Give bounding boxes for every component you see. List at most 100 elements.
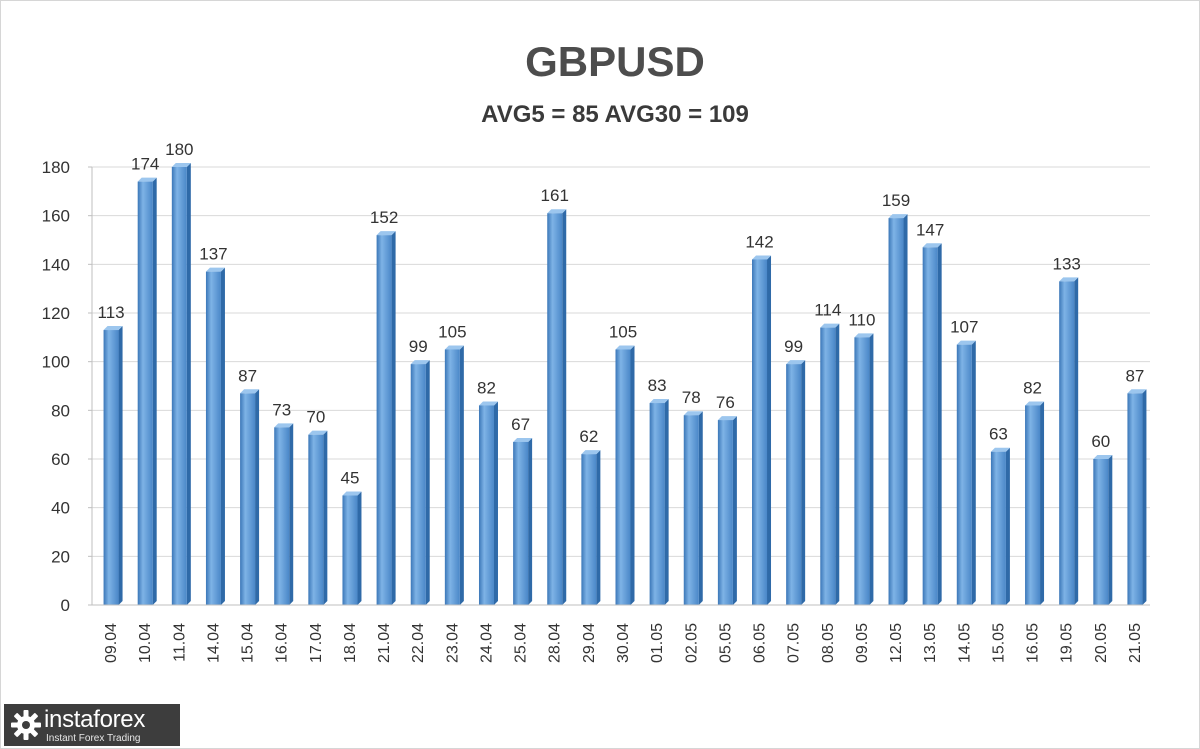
bar-side — [425, 360, 430, 605]
data-label: 159 — [882, 191, 910, 210]
y-tick-label: 80 — [51, 401, 70, 420]
bar-top — [990, 447, 1010, 452]
bar-side — [152, 177, 157, 605]
data-label: 133 — [1052, 254, 1080, 273]
x-axis: 09.04 10.04 11.04 14.04 15.04 16.04 17.04 18.04… — [92, 604, 1150, 663]
data-label: 99 — [409, 337, 428, 356]
bar — [820, 327, 836, 605]
data-label: 63 — [989, 425, 1008, 444]
data-label: 45 — [341, 469, 360, 488]
bar — [649, 403, 665, 605]
x-tick-label: 17.04 — [308, 623, 325, 663]
bar-top — [786, 360, 806, 365]
bar-side — [971, 340, 976, 605]
bar — [137, 181, 153, 605]
x-tick-label: 14.04 — [205, 623, 222, 663]
bar — [103, 330, 119, 605]
bar-side — [459, 345, 464, 605]
bar-side — [937, 243, 942, 606]
y-tick-label: 20 — [51, 547, 70, 566]
bar-side — [1142, 389, 1147, 605]
data-label: 70 — [306, 408, 325, 427]
bar-top — [444, 345, 464, 350]
bar-side — [1108, 455, 1113, 605]
bar — [513, 441, 529, 605]
chart-title: GBPUSD — [525, 38, 705, 85]
x-tick-label: 11.04 — [171, 623, 188, 662]
x-tick-label: 08.05 — [820, 623, 837, 663]
bar — [410, 364, 426, 605]
bar — [922, 247, 938, 606]
bar-top — [752, 255, 772, 260]
x-tick-label: 16.05 — [1025, 623, 1042, 663]
bar-top — [171, 163, 191, 167]
bars — [103, 163, 1147, 606]
data-label: 142 — [745, 232, 773, 251]
bar-top — [342, 491, 362, 496]
data-label: 62 — [579, 427, 598, 446]
bar-top — [240, 389, 260, 394]
x-tick-label: 18.04 — [342, 623, 359, 663]
data-label: 113 — [98, 303, 125, 322]
bar — [478, 405, 494, 605]
data-labels: 113 174 180 137 87 73 70 45 152 99 105 82 67 161 62 105… — [98, 140, 1145, 488]
bar-side — [1040, 401, 1045, 605]
x-tick-label: 10.04 — [137, 623, 154, 663]
y-tick-label: 60 — [51, 450, 70, 469]
data-label: 87 — [238, 366, 257, 385]
bar-top — [615, 345, 635, 350]
bar — [171, 167, 187, 605]
chart-subtitle: AVG5 = 85 AVG30 = 109 — [481, 101, 749, 128]
x-tick-label: 13.05 — [922, 623, 939, 663]
x-tick-label: 06.05 — [752, 623, 769, 663]
x-tick-label: 16.04 — [274, 623, 291, 663]
bar-top — [1127, 389, 1147, 394]
brand-tagline: Instant Forex Trading — [46, 733, 141, 744]
data-label: 87 — [1125, 366, 1144, 385]
bar-side — [869, 333, 874, 605]
y-tick-label: 0 — [61, 596, 70, 615]
data-label: 82 — [477, 378, 496, 397]
bar-side — [596, 450, 601, 605]
bar — [308, 434, 324, 605]
y-tick-label: 160 — [42, 207, 70, 226]
data-label: 107 — [950, 318, 978, 337]
x-tick-label: 14.05 — [956, 623, 973, 663]
data-label: 137 — [199, 245, 227, 264]
data-label: 67 — [511, 415, 530, 434]
x-tick-label: 24.04 — [478, 623, 495, 663]
bar-chart: 0 20 40 60 80 100 120 140 160 180 113 174 180 137 87 7… — [42, 140, 1150, 663]
bar-top — [1093, 455, 1113, 459]
data-label: 114 — [814, 301, 841, 320]
bar — [1093, 459, 1109, 605]
bar — [444, 349, 460, 605]
data-label: 76 — [716, 393, 735, 412]
bar-top — [308, 430, 328, 435]
y-axis: 0 20 40 60 80 100 120 140 160 180 — [42, 158, 93, 615]
bar-side — [664, 399, 669, 605]
bar-side — [220, 267, 225, 605]
bar — [240, 393, 256, 605]
bar-top — [103, 326, 123, 331]
bar-side — [255, 389, 260, 605]
bar — [888, 218, 904, 605]
data-label: 180 — [165, 140, 193, 159]
bar-side — [1005, 447, 1010, 605]
x-tick-label: 12.05 — [888, 623, 905, 663]
bar-top — [205, 267, 225, 272]
bar — [717, 420, 733, 605]
bar-side — [1074, 277, 1079, 605]
bar-top — [274, 423, 294, 428]
bar-side — [391, 231, 396, 605]
bar-top — [478, 401, 498, 406]
x-tick-label: 19.05 — [1059, 623, 1076, 663]
y-tick-label: 120 — [42, 304, 70, 323]
instaforex-watermark: instaforex Instant Forex Trading — [4, 704, 180, 746]
y-tick-label: 40 — [51, 499, 70, 518]
y-tick-label: 140 — [42, 255, 70, 274]
bar-top — [956, 340, 976, 345]
bar — [581, 454, 597, 605]
bar-top — [1025, 401, 1045, 406]
bar-top — [820, 323, 840, 328]
